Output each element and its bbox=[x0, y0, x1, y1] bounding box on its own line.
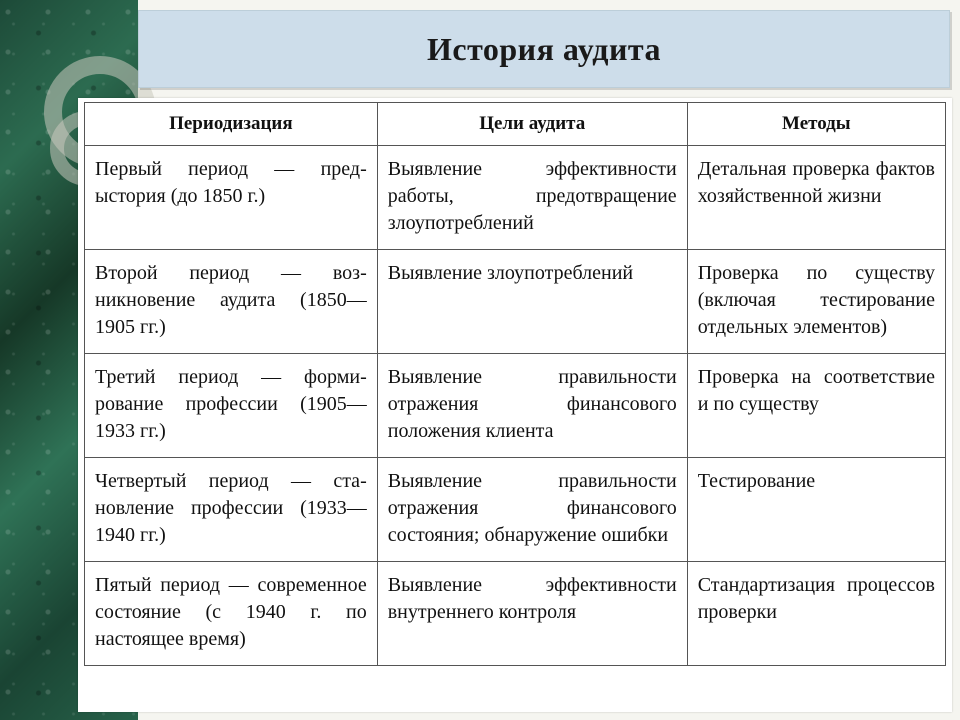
title-band: История аудита bbox=[138, 10, 950, 88]
table-container: Периодизация Цели аудита Методы Первый п… bbox=[78, 98, 952, 712]
slide-title: История аудита bbox=[427, 31, 661, 68]
table-header-row: Периодизация Цели аудита Методы bbox=[85, 103, 946, 146]
cell-methods: Проверка по существу (включая тестирован… bbox=[687, 249, 945, 353]
cell-period: Четвертый период — ста­новление професси… bbox=[85, 457, 378, 561]
cell-goals: Выявление эффектив­ности внутреннего кон… bbox=[377, 561, 687, 665]
cell-goals: Выявление правильнос­ти отражения финанс… bbox=[377, 353, 687, 457]
table-row: Первый период — пред­ыстория (до 1850 г.… bbox=[85, 145, 946, 249]
col-header-goals: Цели аудита bbox=[377, 103, 687, 146]
table-row: Пятый период — совре­менное состояние (с… bbox=[85, 561, 946, 665]
cell-goals: Выявление злоупотреб­лений bbox=[377, 249, 687, 353]
cell-methods: Тестирование bbox=[687, 457, 945, 561]
cell-period: Второй период — воз­никновение аудита (1… bbox=[85, 249, 378, 353]
cell-methods: Стандартизация про­цессов проверки bbox=[687, 561, 945, 665]
cell-period: Третий период — форми­рование профессии … bbox=[85, 353, 378, 457]
slide: История аудита Периодизация Цели аудита … bbox=[0, 0, 960, 720]
history-table: Периодизация Цели аудита Методы Первый п… bbox=[84, 102, 946, 666]
cell-goals: Выявление эффектив­ности работы, предот­… bbox=[377, 145, 687, 249]
cell-goals: Выявление правильнос­ти отражения финанс… bbox=[377, 457, 687, 561]
col-header-methods: Методы bbox=[687, 103, 945, 146]
content-area: История аудита Периодизация Цели аудита … bbox=[138, 0, 960, 720]
cell-period: Первый период — пред­ыстория (до 1850 г.… bbox=[85, 145, 378, 249]
cell-methods: Детальная проверка фактов хозяйственной … bbox=[687, 145, 945, 249]
cell-period: Пятый период — совре­менное состояние (с… bbox=[85, 561, 378, 665]
table-row: Второй период — воз­никновение аудита (1… bbox=[85, 249, 946, 353]
table-row: Четвертый период — ста­новление професси… bbox=[85, 457, 946, 561]
cell-methods: Проверка на соответ­ствие и по существу bbox=[687, 353, 945, 457]
col-header-period: Периодизация bbox=[85, 103, 378, 146]
table-row: Третий период — форми­рование профессии … bbox=[85, 353, 946, 457]
